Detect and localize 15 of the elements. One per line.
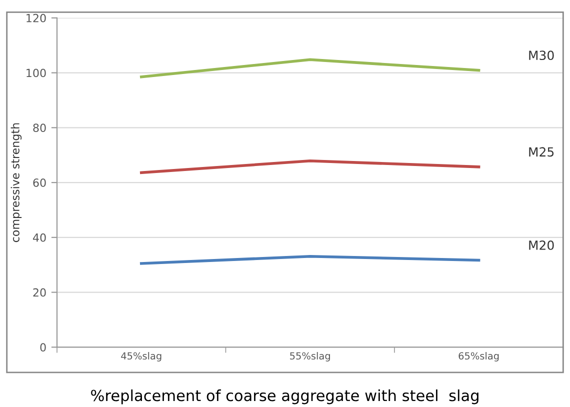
x-tick-label: 55%slag — [290, 352, 330, 362]
text: M25 — [529, 147, 554, 157]
text: M20 — [529, 240, 554, 250]
y-tick-label: 40 — [32, 233, 46, 242]
y-tick-label: 80 — [33, 124, 46, 132]
y-axis-title: compressive strength — [10, 123, 22, 242]
x-tick-label: 45%slag — [121, 352, 162, 362]
y-tick-label: 20 — [33, 288, 46, 297]
y-tick-label: 60 — [33, 178, 46, 187]
text: M30 — [529, 50, 554, 60]
y-tick-label: 120 — [26, 14, 46, 22]
y-tick-label: 100 — [26, 68, 46, 78]
x-axis-title: %replacement of coarse aggregate with steel slag — [91, 389, 478, 404]
y-tick-label: 0 — [40, 343, 46, 352]
x-tick-label: 65%slag — [458, 352, 499, 362]
